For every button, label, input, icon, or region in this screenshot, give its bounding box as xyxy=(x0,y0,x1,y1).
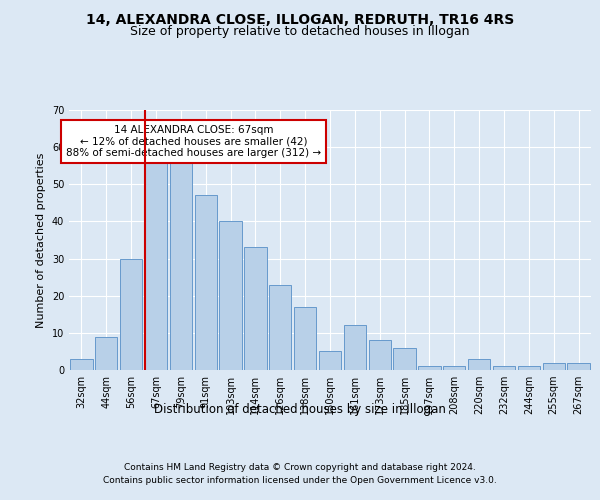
Bar xyxy=(468,359,490,370)
Text: Contains HM Land Registry data © Crown copyright and database right 2024.: Contains HM Land Registry data © Crown c… xyxy=(124,462,476,471)
Bar xyxy=(120,258,142,370)
Bar xyxy=(70,359,92,370)
Bar xyxy=(518,366,540,370)
Bar xyxy=(319,352,341,370)
Y-axis label: Number of detached properties: Number of detached properties xyxy=(36,152,46,328)
Bar xyxy=(542,362,565,370)
Text: Distribution of detached houses by size in Illogan: Distribution of detached houses by size … xyxy=(154,402,446,415)
Text: Size of property relative to detached houses in Illogan: Size of property relative to detached ho… xyxy=(130,25,470,38)
Text: 14 ALEXANDRA CLOSE: 67sqm
← 12% of detached houses are smaller (42)
88% of semi-: 14 ALEXANDRA CLOSE: 67sqm ← 12% of detac… xyxy=(66,125,321,158)
Bar xyxy=(568,362,590,370)
Bar xyxy=(95,336,118,370)
Bar xyxy=(145,162,167,370)
Bar xyxy=(194,196,217,370)
Bar xyxy=(368,340,391,370)
Bar xyxy=(244,248,266,370)
Bar xyxy=(220,222,242,370)
Bar xyxy=(170,158,192,370)
Bar xyxy=(493,366,515,370)
Bar xyxy=(344,326,366,370)
Bar xyxy=(443,366,466,370)
Bar xyxy=(394,348,416,370)
Bar xyxy=(418,366,440,370)
Bar xyxy=(294,307,316,370)
Text: Contains public sector information licensed under the Open Government Licence v3: Contains public sector information licen… xyxy=(103,476,497,485)
Text: 14, ALEXANDRA CLOSE, ILLOGAN, REDRUTH, TR16 4RS: 14, ALEXANDRA CLOSE, ILLOGAN, REDRUTH, T… xyxy=(86,12,514,26)
Bar xyxy=(269,284,292,370)
